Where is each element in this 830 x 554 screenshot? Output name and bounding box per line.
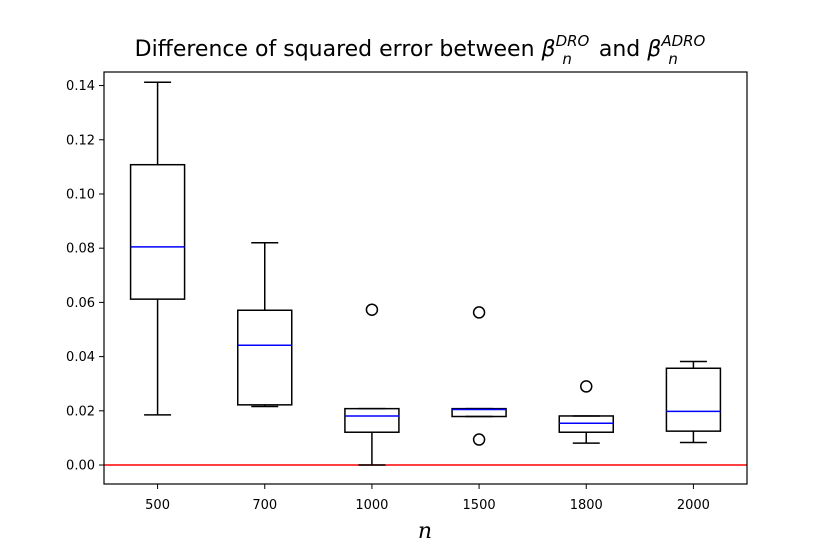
y-tick-label: 0.02	[66, 404, 95, 419]
x-tick-label: 500	[145, 498, 170, 513]
chart-title-beta-dro: β	[541, 37, 556, 62]
y-tick-label: 0.08	[66, 242, 95, 257]
y-tick-label: 0.12	[66, 133, 95, 148]
x-tick-label: 1800	[570, 498, 603, 513]
box-1500	[451, 407, 507, 418]
y-tick-label: 0.00	[66, 459, 95, 474]
x-tick-label: 2000	[677, 498, 710, 513]
box-1000	[344, 407, 400, 433]
x-axis-label: n	[418, 519, 432, 544]
chart-title-beta-dro-sup: DRO	[556, 32, 590, 50]
y-tick-label: 0.04	[66, 350, 95, 365]
chart-title: Difference of squared error between βDRO…	[135, 32, 706, 68]
chart-title-beta-adro: β	[646, 37, 661, 62]
box-2000	[665, 367, 722, 432]
chart-title-beta-adro-sup: ADRO	[660, 32, 705, 50]
chart-title-beta-adro-sub: n	[668, 50, 678, 68]
x-tick-label: 700	[252, 498, 277, 513]
y-tick-label: 0.14	[66, 79, 95, 94]
outlier-point	[472, 306, 486, 319]
outlier-point	[472, 433, 486, 446]
box-700	[237, 309, 293, 406]
y-tick-label: 0.06	[66, 296, 95, 311]
y-tick-label: 0.10	[66, 187, 95, 202]
chart-title-beta-dro-sub: n	[562, 50, 572, 68]
axes-frame	[103, 71, 748, 485]
chart-title-prefix: Difference of squared error between	[135, 37, 542, 62]
box-500	[129, 163, 186, 300]
outlier-point	[365, 303, 379, 316]
x-tick-label: 1500	[463, 498, 496, 513]
x-tick-label: 1000	[355, 498, 388, 513]
box-1800	[558, 415, 614, 433]
chart-title-middle: and	[592, 37, 647, 62]
plot-area: 0.00 0.02 0.04 0.06 0.08 0.10 0.12 0.14 500 700 10…	[66, 71, 748, 513]
outlier-point	[580, 380, 593, 393]
